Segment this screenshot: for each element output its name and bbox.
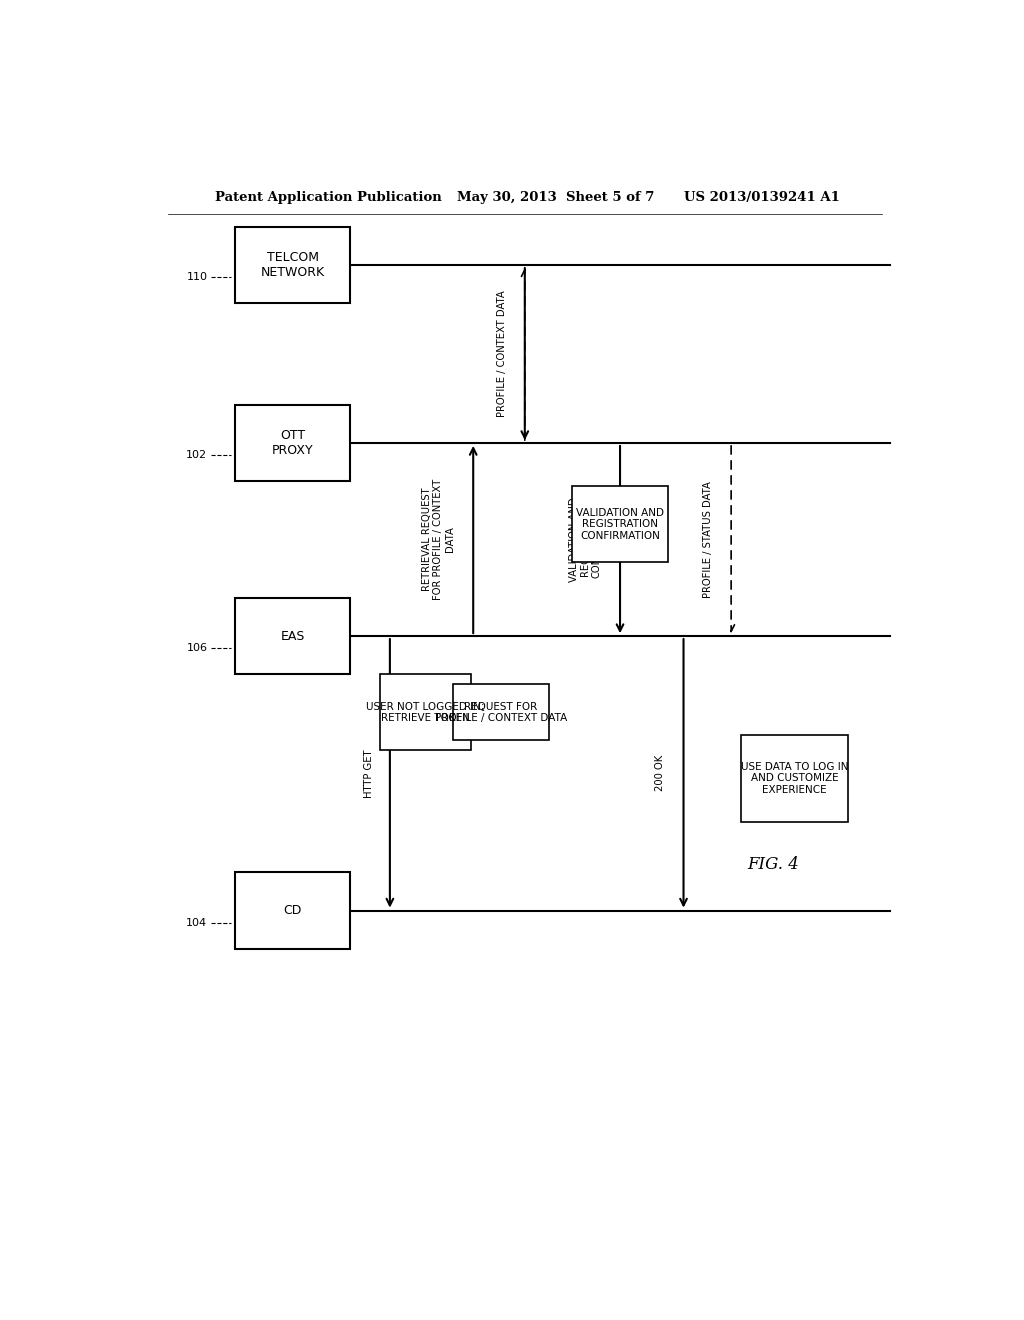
Bar — [454, 684, 549, 741]
Text: VALIDATION AND
REGISTRATION
CONFIRMATION: VALIDATION AND REGISTRATION CONFIRMATION — [577, 508, 664, 541]
Text: FIG. 4: FIG. 4 — [748, 857, 799, 874]
Text: Patent Application Publication: Patent Application Publication — [215, 190, 442, 203]
Text: CD: CD — [284, 904, 302, 917]
Text: US 2013/0139241 A1: US 2013/0139241 A1 — [684, 190, 840, 203]
Text: OTT
PROXY: OTT PROXY — [271, 429, 313, 457]
Text: PROFILE / CONTEXT DATA: PROFILE / CONTEXT DATA — [497, 290, 507, 417]
Text: RETRIEVAL REQUEST
FOR PROFILE / CONTEXT
DATA: RETRIEVAL REQUEST FOR PROFILE / CONTEXT … — [422, 479, 455, 601]
Bar — [572, 486, 668, 562]
Text: HTTP GET: HTTP GET — [364, 748, 374, 797]
Bar — [741, 735, 848, 821]
Text: 104: 104 — [186, 917, 207, 928]
Text: VALIDATION AND
REGISTRATION
CONFIRMATION: VALIDATION AND REGISTRATION CONFIRMATION — [568, 498, 602, 582]
Text: REQUEST FOR
PROFILE / CONTEXT DATA: REQUEST FOR PROFILE / CONTEXT DATA — [435, 701, 567, 723]
Text: 110: 110 — [186, 272, 207, 282]
Text: 102: 102 — [186, 450, 207, 461]
Text: 106: 106 — [186, 643, 207, 653]
Text: EAS: EAS — [281, 630, 305, 643]
Bar — [380, 675, 471, 751]
Text: May 30, 2013  Sheet 5 of 7: May 30, 2013 Sheet 5 of 7 — [458, 190, 654, 203]
Bar — [236, 405, 350, 480]
Bar — [236, 873, 350, 949]
Text: 200 OK: 200 OK — [655, 755, 666, 792]
Text: USE DATA TO LOG IN
AND CUSTOMIZE
EXPERIENCE: USE DATA TO LOG IN AND CUSTOMIZE EXPERIE… — [741, 762, 848, 795]
Text: TELCOM
NETWORK: TELCOM NETWORK — [261, 251, 325, 279]
Bar — [236, 598, 350, 675]
Text: USER NOT LOGGED IN;
RETRIEVE TOKEN: USER NOT LOGGED IN; RETRIEVE TOKEN — [367, 701, 484, 723]
Bar — [236, 227, 350, 304]
Text: PROFILE / STATUS DATA: PROFILE / STATUS DATA — [702, 480, 713, 598]
